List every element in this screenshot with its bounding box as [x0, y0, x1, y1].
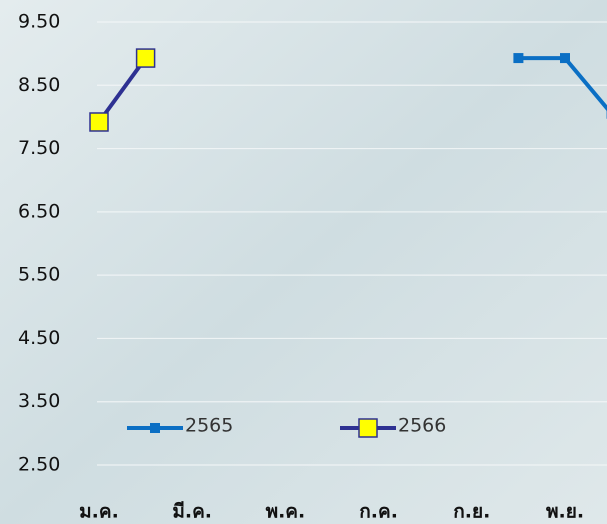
series-line	[97, 56, 148, 124]
y-tick-label: 9.50	[18, 11, 60, 33]
marker	[89, 112, 109, 132]
x-tick-label: ม.ค.	[79, 501, 119, 523]
y-tick-label: 7.50	[18, 137, 60, 159]
marker	[135, 48, 156, 68]
marker	[560, 53, 570, 64]
y-tick-label: 5.50	[18, 264, 60, 286]
y-tick-label: 3.50	[18, 390, 60, 412]
x-tick-label: พ.ย.	[546, 501, 584, 523]
marker	[513, 53, 524, 64]
legend-label: 2566	[398, 415, 446, 437]
y-tick-label: 8.50	[18, 74, 60, 96]
legend-label: 2565	[185, 415, 233, 437]
y-tick-label: 2.50	[18, 454, 60, 476]
x-tick-label: ก.ค.	[359, 501, 398, 523]
y-tick-label: 6.50	[18, 200, 60, 222]
legend-marker	[358, 418, 378, 438]
x-tick-label: ก.ย.	[453, 501, 490, 523]
x-tick-label: พ.ค.	[266, 501, 306, 523]
y-tick-label: 4.50	[18, 327, 60, 349]
legend-marker	[150, 423, 160, 433]
x-tick-label: มี.ค.	[172, 501, 212, 523]
